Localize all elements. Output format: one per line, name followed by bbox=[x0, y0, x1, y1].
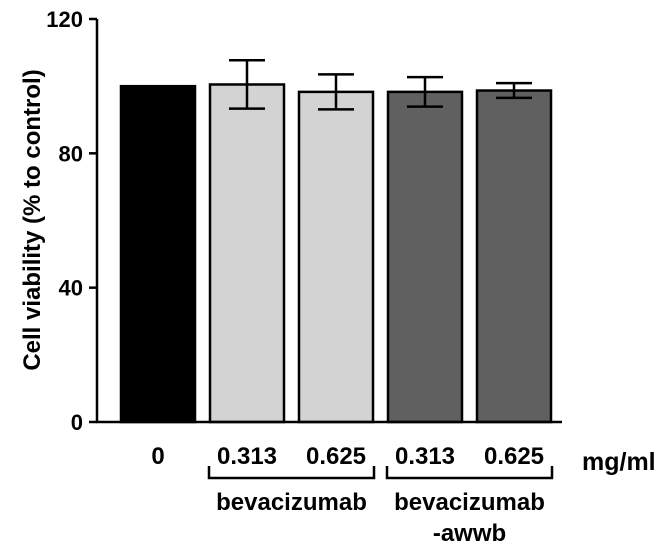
error-bar bbox=[229, 59, 265, 110]
y-tick-label: 80 bbox=[59, 141, 83, 166]
y-ticks: 0 40 80 120 bbox=[46, 7, 97, 435]
error-bar bbox=[496, 81, 532, 100]
x-tick-label: 0.625 bbox=[484, 443, 544, 470]
y-tick-label: 0 bbox=[71, 410, 83, 435]
bar bbox=[119, 84, 197, 424]
y-tick-label: 120 bbox=[46, 7, 83, 32]
bars bbox=[119, 83, 553, 424]
group-bracket bbox=[385, 466, 554, 480]
group-label: bevacizumab bbox=[216, 489, 367, 516]
group-brackets: bevacizumab bevacizumab -awwb bbox=[207, 466, 554, 547]
unit-label: mg/ml bbox=[582, 448, 656, 476]
x-tick-label: 0.313 bbox=[217, 443, 277, 470]
y-tick-label: 40 bbox=[59, 276, 83, 301]
x-tick-label: 0.625 bbox=[306, 443, 366, 470]
x-tick-label: 0 bbox=[151, 443, 164, 470]
bar bbox=[297, 90, 375, 424]
group-bracket bbox=[207, 466, 376, 480]
group-label: -awwb bbox=[433, 520, 506, 547]
error-bar bbox=[318, 73, 354, 111]
bar bbox=[386, 90, 464, 424]
x-tick-labels: 0 0.313 0.625 0.313 0.625 bbox=[151, 443, 544, 470]
y-axis bbox=[95, 19, 562, 424]
y-axis-label: Cell viability (% to control) bbox=[19, 69, 46, 370]
bar bbox=[208, 83, 286, 424]
error-bars bbox=[229, 59, 532, 111]
x-tick-label: 0.313 bbox=[395, 443, 455, 470]
bar bbox=[475, 89, 553, 424]
error-bar bbox=[407, 75, 443, 108]
group-label: bevacizumab bbox=[394, 489, 545, 516]
